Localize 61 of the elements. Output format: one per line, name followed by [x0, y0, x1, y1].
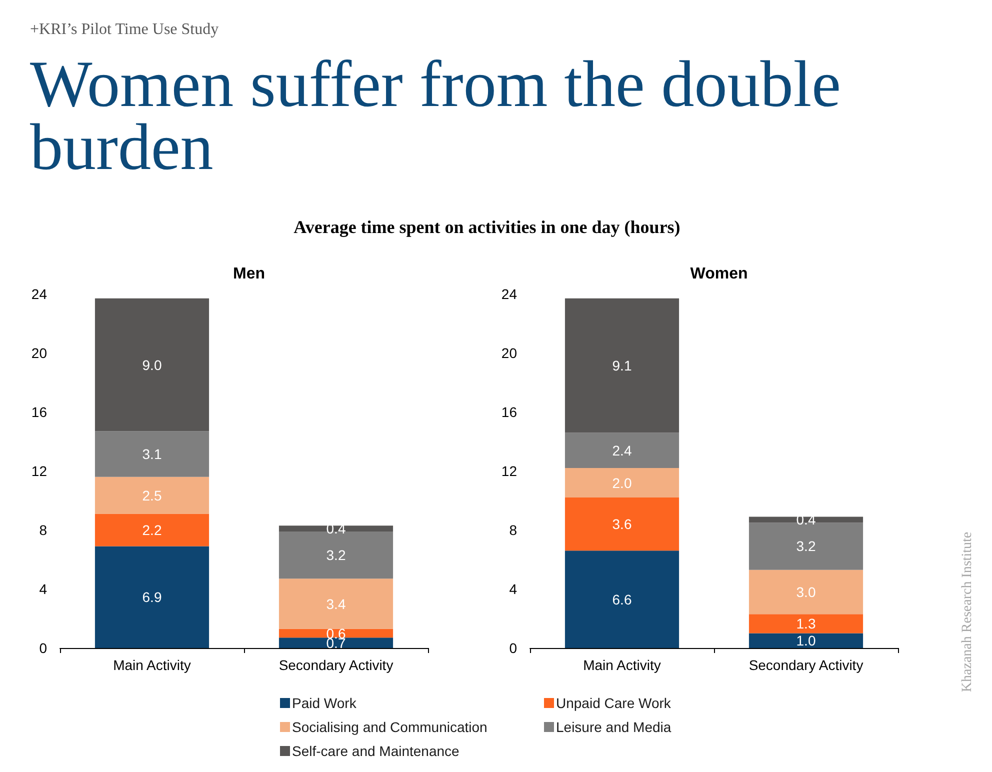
- y-tick-label: 4: [39, 581, 48, 597]
- bar: [564, 468, 680, 498]
- y-tick-label: 24: [31, 286, 48, 302]
- bar: [564, 498, 680, 551]
- bar: [94, 298, 210, 432]
- text: +KRI’s Pilot Time Use Study: [30, 20, 219, 40]
- text: Women suffer from the double burden: [30, 48, 842, 184]
- data-label: 1.0: [796, 632, 816, 649]
- data-label: 2.0: [612, 474, 632, 491]
- y-tick-label: 16: [501, 404, 518, 420]
- bar: [94, 431, 210, 477]
- data-label: 3.1: [142, 446, 162, 462]
- bar: [278, 578, 394, 629]
- y-tick-label: 12: [501, 463, 518, 479]
- data-label: 2.5: [142, 487, 162, 504]
- legend-label: Socialising and Communication: [292, 719, 488, 735]
- legend-label: Unpaid Care Work: [556, 695, 671, 711]
- y-tick-label: 16: [31, 404, 48, 420]
- y-tick-label: 8: [39, 522, 48, 538]
- data-label: 1.3: [796, 616, 816, 632]
- bar: [94, 546, 210, 648]
- data-label: 3.4: [326, 596, 346, 612]
- bar: [278, 638, 394, 648]
- bar: [564, 432, 680, 468]
- data-label: 9.0: [142, 356, 162, 373]
- bar: [94, 514, 210, 546]
- text: Average time spent on activities in one day (hours): [292, 216, 682, 239]
- data-label: 6.6: [612, 591, 632, 608]
- bar: [748, 614, 864, 634]
- y-tick-label: 24: [501, 286, 518, 302]
- x-tick-label: Secondary Activity: [748, 657, 864, 673]
- data-label: 3.2: [326, 547, 346, 564]
- chart-title: Men: [233, 266, 265, 282]
- bar: [564, 298, 680, 433]
- bar: [94, 476, 210, 514]
- legend-label: Self-care and Maintenance: [292, 743, 460, 759]
- y-tick-label: 0: [39, 640, 48, 656]
- data-label: 6.9: [142, 589, 162, 606]
- data-label: 3.2: [796, 538, 816, 554]
- legend-label: Leisure and Media: [556, 719, 672, 735]
- legend-label: Paid Work: [292, 695, 356, 711]
- data-label: 2.2: [142, 522, 162, 538]
- y-tick-label: 20: [501, 345, 518, 361]
- x-tick-label: Secondary Activity: [278, 657, 394, 673]
- bar: [564, 550, 680, 648]
- bar: [748, 570, 864, 614]
- y-tick-label: 12: [31, 463, 48, 479]
- data-label: 3.0: [796, 584, 816, 600]
- x-tick-label: Main Activity: [583, 657, 661, 673]
- data-label: 9.1: [612, 358, 632, 374]
- bar: [748, 516, 864, 523]
- data-label: 2.4: [612, 442, 632, 458]
- y-tick-label: 20: [31, 345, 48, 361]
- y-tick-label: 4: [509, 581, 518, 597]
- text: Khazanah Research Institute: [960, 532, 976, 692]
- chart-title: Women: [690, 266, 748, 282]
- bar: [748, 633, 864, 648]
- y-tick-label: 0: [509, 640, 518, 656]
- data-label: 3.6: [612, 516, 632, 532]
- x-tick-label: Main Activity: [113, 657, 191, 673]
- y-tick-label: 8: [509, 522, 518, 538]
